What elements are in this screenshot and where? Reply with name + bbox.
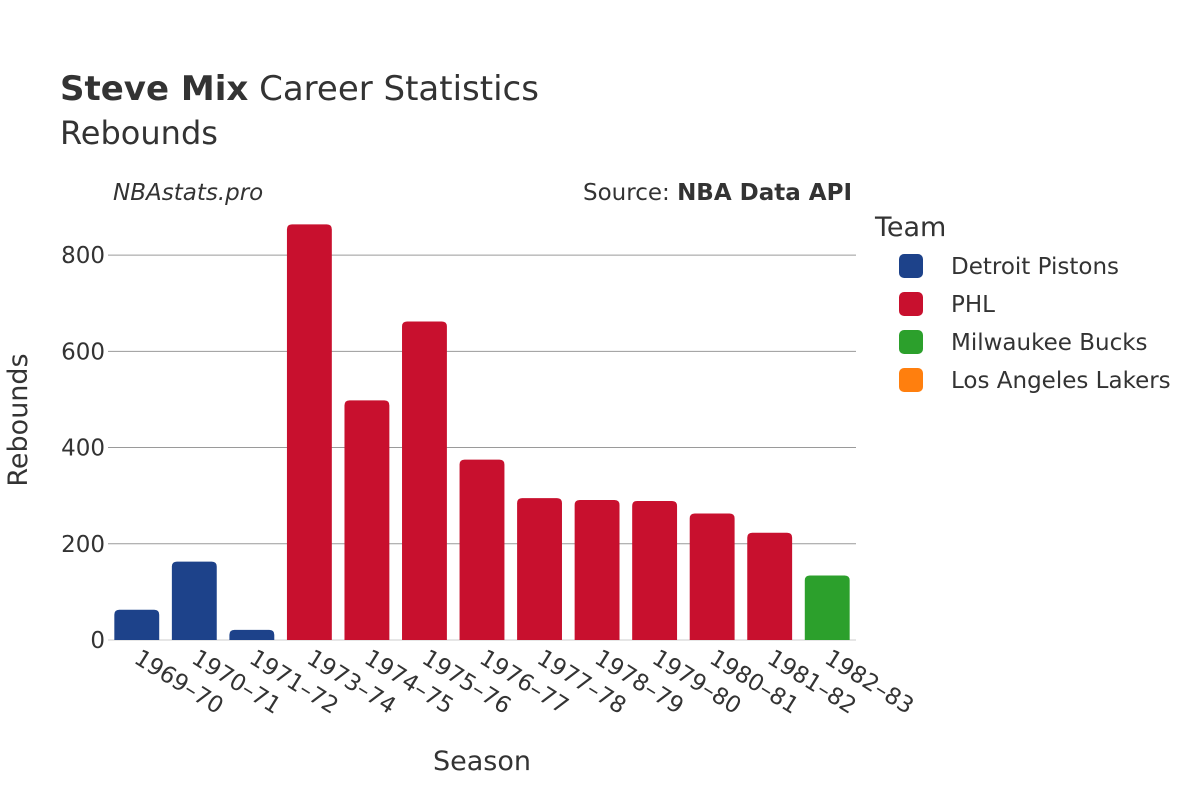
bar-1982–83 bbox=[804, 575, 850, 640]
title-player: Steve Mix bbox=[60, 69, 248, 109]
bar-1970–71 bbox=[171, 561, 217, 640]
y-tick-label: 800 bbox=[61, 243, 105, 269]
legend-item-label: PHL bbox=[951, 292, 995, 318]
bar-1979–80 bbox=[632, 500, 678, 640]
watermark: NBAstats.pro bbox=[113, 180, 263, 206]
bar-1975–76 bbox=[402, 321, 447, 640]
y-tick-labels: 0 200 400 600 800 bbox=[61, 243, 105, 654]
chart-title: Steve Mix Career Statistics bbox=[60, 69, 539, 109]
source-name: NBA Data API bbox=[677, 180, 852, 206]
title-rest: Career Statistics bbox=[248, 69, 539, 109]
y-tick-label: 400 bbox=[61, 436, 105, 462]
legend: Detroit Pistons PHL Milwaukee Bucks Los Ang… bbox=[899, 254, 1171, 394]
x-axis-label: Season bbox=[433, 746, 531, 777]
legend-swatch bbox=[899, 254, 923, 278]
y-tick-label: 0 bbox=[90, 628, 105, 654]
bars bbox=[114, 224, 850, 640]
y-tick-label: 200 bbox=[61, 532, 105, 558]
bar-1981–82 bbox=[747, 532, 793, 640]
bar-1973–74 bbox=[286, 224, 332, 640]
y-tick-label: 600 bbox=[61, 339, 105, 365]
bar-1978–79 bbox=[574, 499, 620, 640]
legend-swatch bbox=[899, 292, 923, 316]
bar-1974–75 bbox=[344, 400, 390, 640]
x-tick-labels: 1969–701970–711971–721973–741974–751975–… bbox=[130, 645, 918, 720]
bar-1976–77 bbox=[459, 459, 505, 640]
legend-item-label: Detroit Pistons bbox=[951, 254, 1119, 280]
y-axis-label: Rebounds bbox=[3, 353, 34, 486]
legend-item-label: Milwaukee Bucks bbox=[951, 330, 1148, 356]
bar-1971–72 bbox=[229, 629, 275, 640]
legend-swatch bbox=[899, 368, 923, 392]
bar-1980–81 bbox=[689, 513, 735, 640]
legend-swatch bbox=[899, 330, 923, 354]
bar-1977–78 bbox=[517, 498, 562, 640]
legend-title: Team bbox=[874, 212, 946, 243]
source-prefix: Source: bbox=[583, 180, 677, 206]
legend-item-label: Los Angeles Lakers bbox=[951, 368, 1171, 394]
bar-1969–70 bbox=[114, 609, 160, 640]
source-label: Source: NBA Data API bbox=[583, 180, 852, 206]
chart-subtitle: Rebounds bbox=[60, 114, 218, 152]
